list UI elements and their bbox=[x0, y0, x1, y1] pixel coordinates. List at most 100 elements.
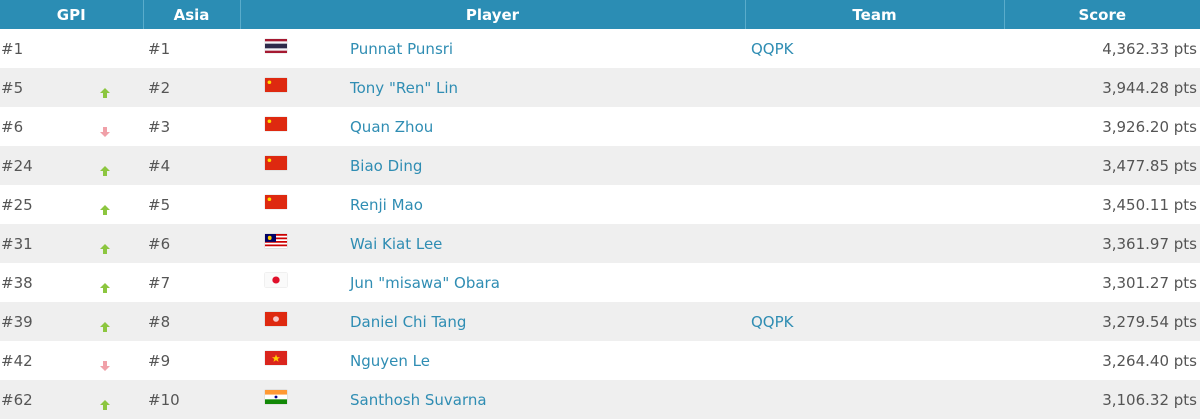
malaysia-flag-icon bbox=[265, 233, 287, 248]
gpi-cell: #62 bbox=[0, 380, 143, 419]
header-row: GPI Asia Player Team Score bbox=[0, 0, 1200, 29]
header-gpi[interactable]: GPI bbox=[0, 0, 144, 29]
trend-up-icon bbox=[99, 397, 111, 410]
team-cell bbox=[745, 341, 1004, 380]
asia-rank: #4 bbox=[143, 146, 240, 185]
team-cell bbox=[745, 68, 1004, 107]
table-row: #6 #3 Quan Zhou 3,926.20 pts bbox=[0, 107, 1200, 146]
player-link[interactable]: Biao Ding bbox=[350, 156, 423, 175]
player-link[interactable]: Tony "Ren" Lin bbox=[350, 78, 459, 97]
team-cell bbox=[745, 380, 1004, 419]
japan-flag-icon bbox=[265, 272, 287, 287]
gpi-cell: #38 bbox=[0, 263, 143, 302]
gpi-cell: #39 bbox=[0, 302, 143, 341]
table-row: #38 #7 Jun "misawa" Obara 3,301.27 pts bbox=[0, 263, 1200, 302]
table-row: #1 #1 Punnat Punsri QQPK 4,362.33 pts bbox=[0, 29, 1200, 68]
flag-cell bbox=[240, 341, 350, 380]
asia-rank: #5 bbox=[148, 195, 171, 214]
player-link[interactable]: Renji Mao bbox=[350, 195, 423, 214]
flag-cell bbox=[240, 224, 350, 263]
team-link[interactable]: QQPK bbox=[751, 39, 794, 58]
gpi-rank: #31 bbox=[1, 234, 33, 253]
score-cell: 3,361.97 pts bbox=[1004, 224, 1200, 263]
player-link[interactable]: Nguyen Le bbox=[350, 351, 430, 370]
player-cell: Biao Ding bbox=[350, 146, 745, 185]
table-row: #25 #5 Renji Mao 3,450.11 pts bbox=[0, 185, 1200, 224]
trend-up-icon bbox=[99, 241, 111, 254]
player-link[interactable]: Quan Zhou bbox=[350, 117, 434, 136]
gpi-rank: #62 bbox=[1, 390, 33, 409]
gpi-cell: #31 bbox=[0, 224, 143, 263]
flag-cell bbox=[240, 263, 350, 302]
player-cell: Jun "misawa" Obara bbox=[350, 263, 745, 302]
score-cell: 3,944.28 pts bbox=[1004, 68, 1200, 107]
table-row: #5 #2 Tony "Ren" Lin 3,944.28 pts bbox=[0, 68, 1200, 107]
asia-rank: #3 bbox=[148, 117, 171, 136]
trend-up-icon bbox=[99, 85, 111, 98]
gpi-rank: #42 bbox=[1, 351, 33, 370]
china-flag-icon bbox=[265, 116, 287, 131]
flag-cell bbox=[240, 68, 350, 107]
player-cell: Tony "Ren" Lin bbox=[350, 68, 745, 107]
gpi-rank: #38 bbox=[1, 273, 33, 292]
team-cell bbox=[745, 146, 1004, 185]
score-cell: 3,477.85 pts bbox=[1004, 146, 1200, 185]
asia-rank: #6 bbox=[143, 224, 240, 263]
team-cell bbox=[745, 263, 1004, 302]
gpi-cell: #6 bbox=[0, 107, 143, 146]
vietnam-flag-icon bbox=[265, 350, 287, 365]
gpi-rank: #6 bbox=[1, 117, 24, 136]
trend-up-icon bbox=[99, 319, 111, 332]
asia-rank: #10 bbox=[143, 380, 240, 419]
gpi-rank: #39 bbox=[1, 312, 33, 331]
header-player[interactable]: Player bbox=[240, 0, 746, 29]
score-cell: 3,264.40 pts bbox=[1102, 351, 1197, 370]
player-cell: Wai Kiat Lee bbox=[350, 224, 745, 263]
player-link[interactable]: Wai Kiat Lee bbox=[350, 234, 443, 253]
gpi-cell: #25 bbox=[0, 185, 143, 224]
table-row: #39 #8 Daniel Chi Tang QQPK 3,279.54 pts bbox=[0, 302, 1200, 341]
player-link[interactable]: Jun "misawa" Obara bbox=[350, 273, 500, 292]
table-row: #24 #4 Biao Ding 3,477.85 pts bbox=[0, 146, 1200, 185]
flag-cell bbox=[240, 380, 350, 419]
player-cell: Quan Zhou bbox=[350, 107, 745, 146]
team-cell: QQPK bbox=[745, 29, 1004, 68]
gpi-cell: #1 bbox=[0, 29, 143, 68]
gpi-rank: #5 bbox=[1, 78, 24, 97]
player-cell: Daniel Chi Tang bbox=[350, 302, 745, 341]
player-cell: Nguyen Le bbox=[350, 341, 745, 380]
gpi-cell: #5 bbox=[0, 68, 143, 107]
score-cell: 3,301.27 pts bbox=[1102, 273, 1197, 292]
asia-rank: #2 bbox=[143, 68, 240, 107]
score-cell: 4,362.33 pts bbox=[1102, 39, 1197, 58]
header-score[interactable]: Score bbox=[1004, 0, 1200, 29]
table-row: #42 #9 Nguyen Le 3,264.40 pts bbox=[0, 341, 1200, 380]
flag-cell bbox=[240, 146, 350, 185]
table-row: #31 #6 Wai Kiat Lee 3,361.97 pts bbox=[0, 224, 1200, 263]
player-link[interactable]: Santhosh Suvarna bbox=[350, 390, 487, 409]
header-asia[interactable]: Asia bbox=[143, 0, 241, 29]
hong-kong-flag-icon bbox=[265, 311, 287, 326]
player-link[interactable]: Punnat Punsri bbox=[350, 39, 454, 58]
header-team[interactable]: Team bbox=[745, 0, 1005, 29]
score-cell: 3,926.20 pts bbox=[1102, 117, 1197, 136]
gpi-rank: #24 bbox=[1, 156, 33, 175]
team-cell bbox=[745, 107, 1004, 146]
asia-rank: #9 bbox=[148, 351, 171, 370]
asia-rank: #8 bbox=[143, 302, 240, 341]
china-flag-icon bbox=[265, 194, 287, 209]
flag-cell bbox=[240, 29, 350, 68]
table-row: #62 #10 Santhosh Suvarna 3,106.32 pts bbox=[0, 380, 1200, 419]
gpi-cell: #24 bbox=[0, 146, 143, 185]
gpi-rank: #1 bbox=[1, 39, 24, 58]
china-flag-icon bbox=[265, 155, 287, 170]
player-link[interactable]: Daniel Chi Tang bbox=[350, 312, 467, 331]
asia-rank: #1 bbox=[148, 39, 171, 58]
team-link[interactable]: QQPK bbox=[751, 312, 794, 331]
trend-up-icon bbox=[99, 280, 111, 293]
flag-cell bbox=[240, 185, 350, 224]
trend-up-icon bbox=[99, 163, 111, 176]
team-cell: QQPK bbox=[745, 302, 1004, 341]
india-flag-icon bbox=[265, 389, 287, 404]
flag-cell bbox=[240, 107, 350, 146]
